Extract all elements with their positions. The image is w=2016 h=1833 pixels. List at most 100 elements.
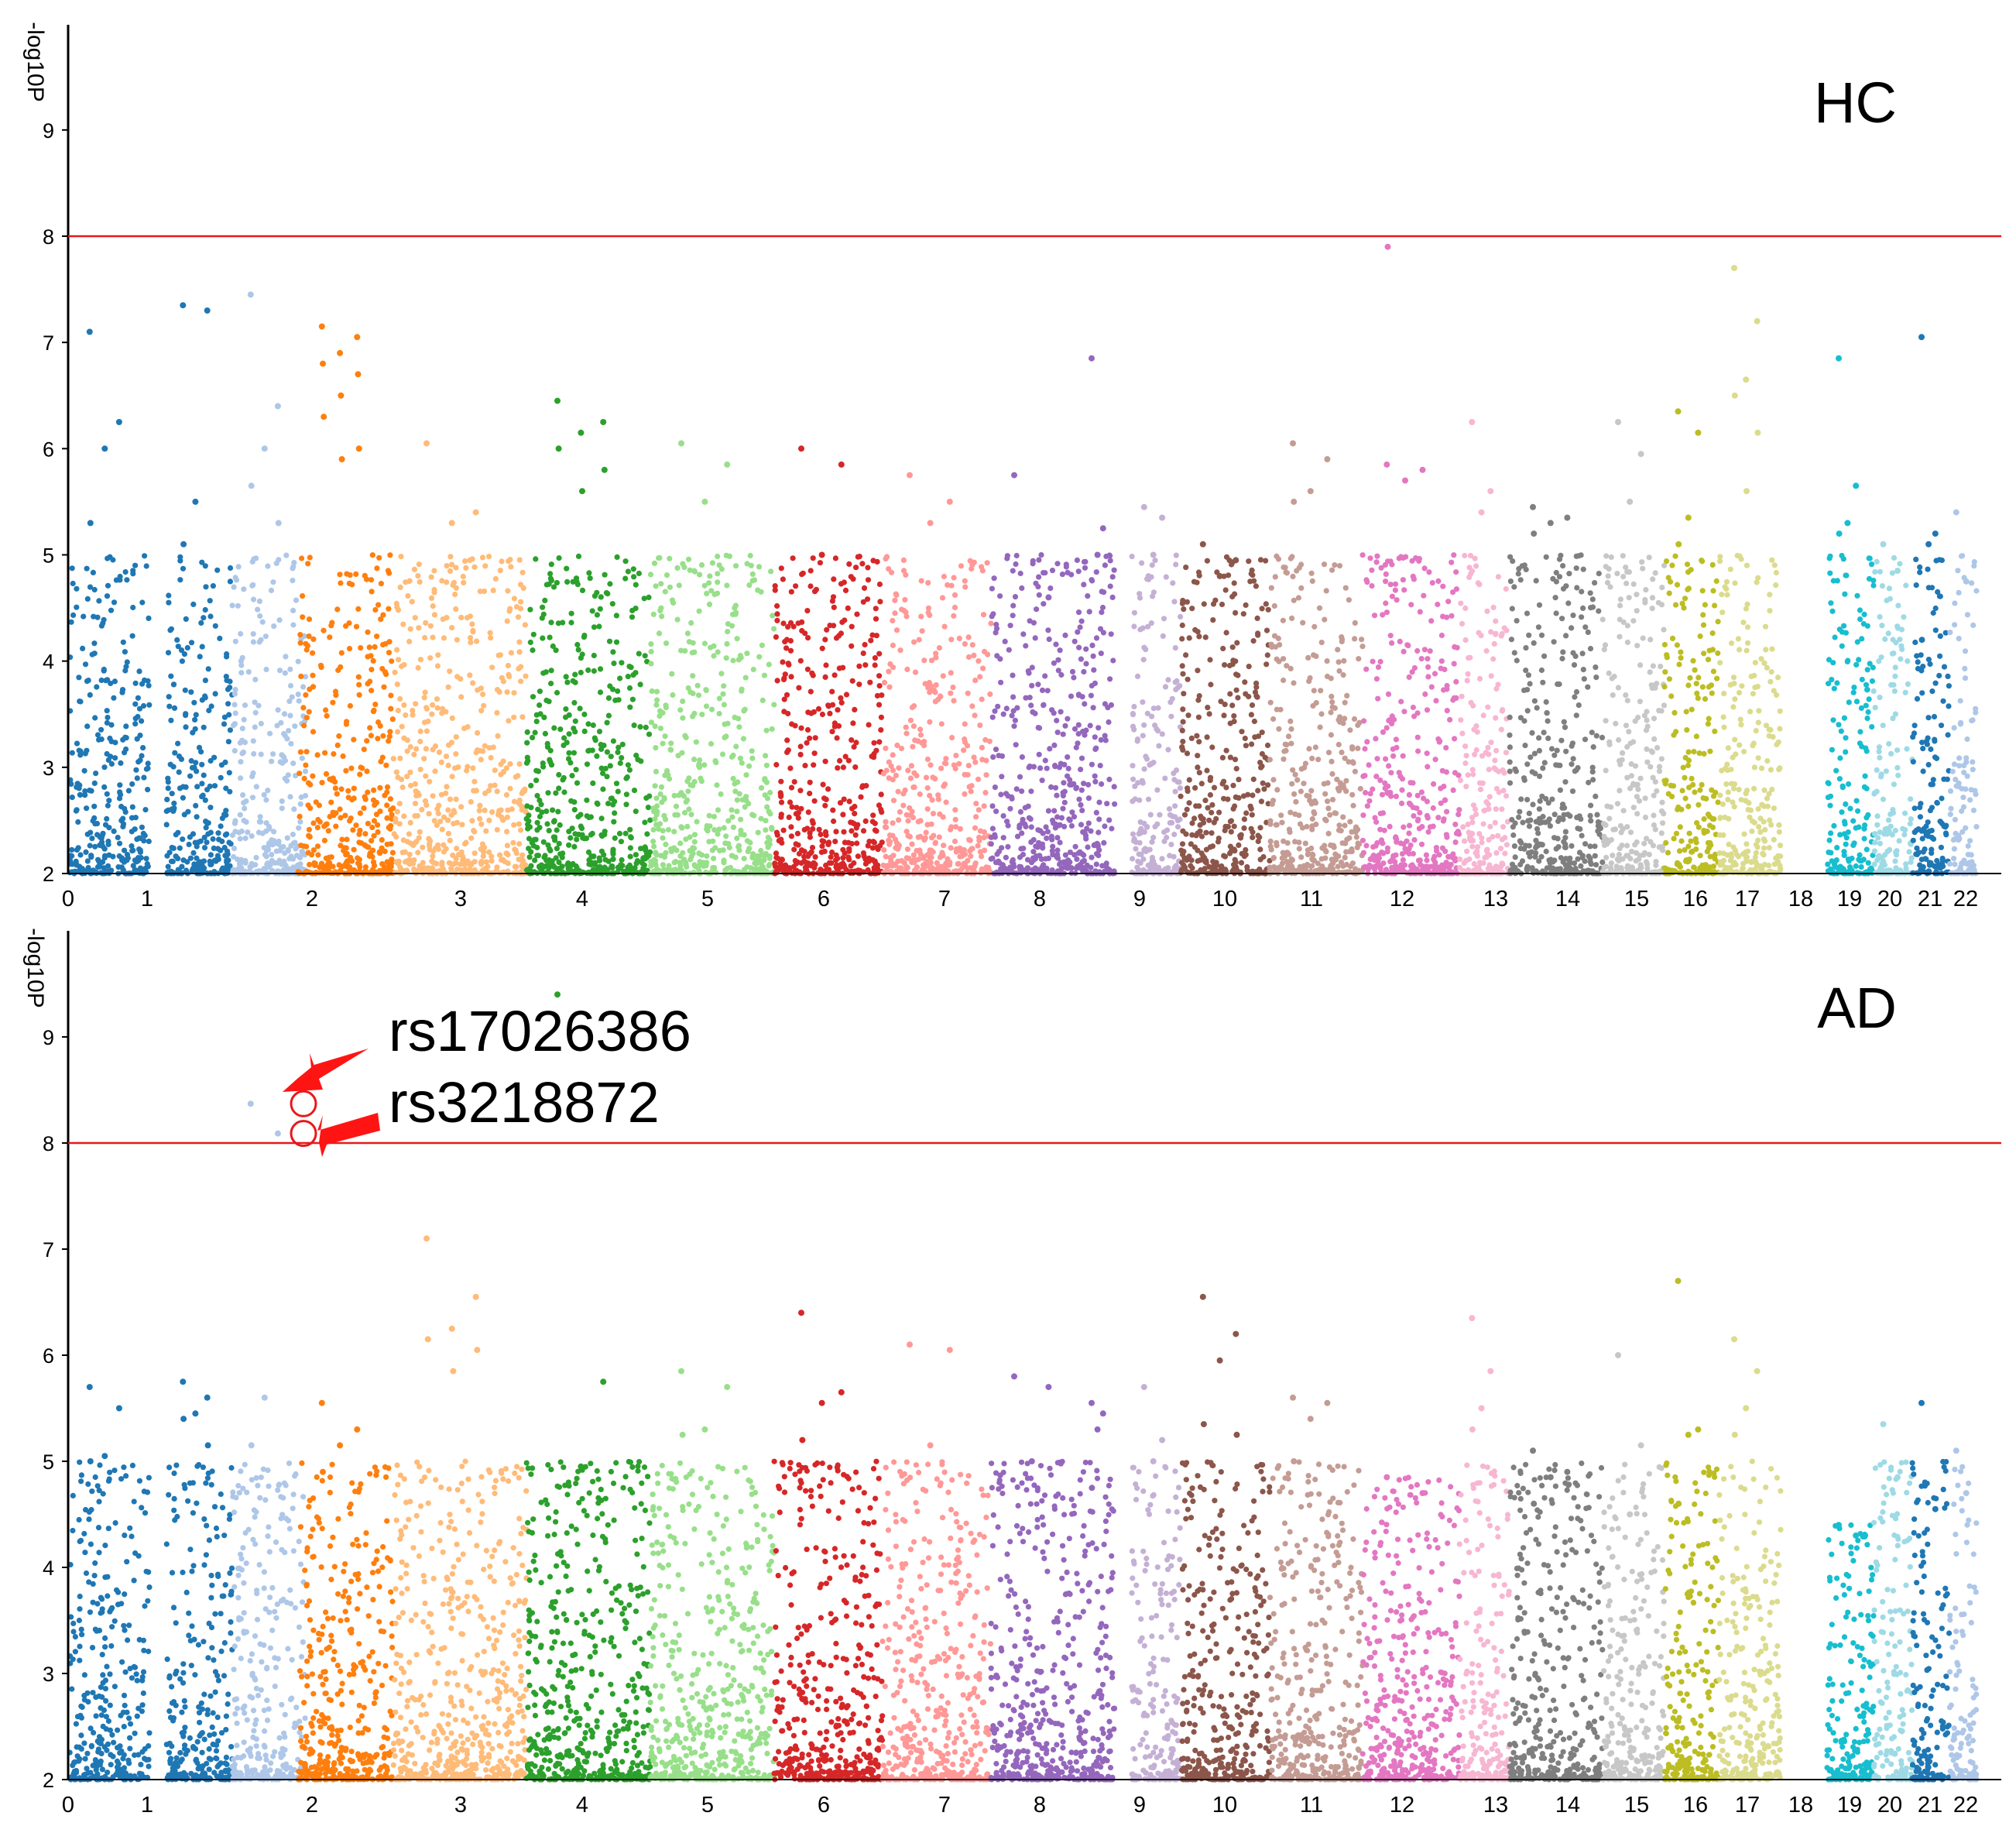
snp-point bbox=[1343, 777, 1349, 784]
snp-point bbox=[984, 560, 990, 566]
snp-point bbox=[1017, 774, 1023, 780]
snp-point bbox=[939, 850, 945, 856]
snp-point bbox=[270, 579, 276, 585]
snp-point bbox=[511, 714, 517, 720]
snp-point bbox=[866, 722, 872, 728]
snp-point bbox=[1229, 644, 1236, 650]
snp-point bbox=[928, 657, 935, 664]
snp-point bbox=[617, 675, 623, 681]
snp-point bbox=[176, 769, 182, 775]
snp-point bbox=[259, 619, 266, 625]
snp-point bbox=[663, 702, 669, 709]
snp-point bbox=[246, 868, 253, 874]
snp-point bbox=[476, 808, 482, 814]
snp-point bbox=[1093, 635, 1100, 641]
snp-point bbox=[1312, 744, 1318, 750]
snp-point bbox=[636, 570, 643, 577]
snp-point bbox=[120, 639, 126, 645]
snp-point bbox=[695, 692, 702, 699]
snp-point bbox=[948, 670, 954, 676]
snp-point bbox=[642, 819, 648, 826]
snp-point bbox=[962, 584, 969, 590]
snp-point bbox=[182, 687, 188, 693]
snp-point bbox=[314, 825, 321, 831]
snp-point bbox=[256, 819, 262, 825]
snp-point bbox=[505, 662, 512, 669]
snp-top-hit bbox=[1089, 355, 1095, 362]
snp-point bbox=[881, 847, 887, 853]
snp-point bbox=[1179, 860, 1185, 866]
snp-point bbox=[546, 863, 552, 870]
snp-point bbox=[1176, 779, 1182, 785]
snp-point bbox=[207, 852, 214, 858]
snp-point bbox=[668, 740, 674, 747]
snp-point bbox=[555, 808, 561, 815]
snp-point bbox=[787, 620, 794, 626]
snp-point bbox=[351, 846, 357, 853]
snp-point bbox=[577, 705, 583, 712]
snp-point bbox=[471, 778, 478, 784]
snp-point bbox=[108, 607, 115, 613]
snp-point bbox=[842, 850, 848, 856]
snp-point bbox=[1160, 633, 1166, 640]
snp-point bbox=[130, 604, 136, 611]
snp-point bbox=[117, 577, 123, 583]
snp-point bbox=[708, 706, 715, 712]
snp-point bbox=[1243, 810, 1250, 816]
snp-point bbox=[602, 829, 608, 835]
snp-point bbox=[759, 642, 766, 648]
snp-point bbox=[97, 842, 103, 848]
snp-point bbox=[910, 743, 916, 750]
snp-point bbox=[412, 781, 419, 788]
snp-point bbox=[553, 647, 559, 654]
snp-point bbox=[615, 688, 621, 695]
snp-point bbox=[927, 612, 933, 619]
snp-point bbox=[825, 786, 831, 792]
snp-point bbox=[1105, 866, 1111, 872]
snp-point bbox=[1313, 821, 1319, 828]
snp-point bbox=[281, 858, 287, 864]
snp-point bbox=[132, 721, 139, 727]
snp-point bbox=[1081, 558, 1088, 565]
snp-point bbox=[379, 666, 386, 672]
snp-point bbox=[797, 743, 804, 750]
snp-point bbox=[1112, 801, 1118, 807]
snp-point bbox=[771, 626, 777, 632]
snp-point bbox=[1028, 702, 1034, 709]
snp-point bbox=[323, 771, 330, 777]
snp-point bbox=[1167, 820, 1173, 826]
snp-point bbox=[862, 818, 869, 824]
snp-point bbox=[607, 763, 613, 769]
snp-point bbox=[522, 788, 528, 794]
snp-point bbox=[428, 595, 435, 602]
snp-point bbox=[1171, 599, 1178, 605]
snp-point bbox=[111, 599, 118, 606]
snp-point bbox=[957, 853, 963, 860]
snp-point bbox=[199, 781, 205, 787]
snp-point bbox=[1042, 757, 1048, 764]
snp-point bbox=[1092, 734, 1098, 740]
snp-point bbox=[430, 603, 436, 609]
snp-point bbox=[111, 695, 117, 701]
snp-point bbox=[467, 672, 473, 678]
snp-point bbox=[938, 721, 945, 727]
snp-point bbox=[302, 674, 309, 680]
snp-point bbox=[134, 775, 140, 781]
snp-point bbox=[626, 767, 633, 773]
snp-point bbox=[969, 703, 975, 709]
snp-point bbox=[690, 850, 696, 856]
snp-point bbox=[633, 752, 639, 759]
snp-point bbox=[878, 727, 884, 733]
snp-point bbox=[101, 666, 107, 673]
snp-point bbox=[85, 678, 91, 684]
snp-point bbox=[207, 757, 214, 764]
snp-point bbox=[619, 660, 625, 666]
snp-point bbox=[1102, 562, 1108, 568]
snp-point bbox=[423, 773, 429, 779]
snp-point bbox=[849, 623, 855, 630]
snp-point bbox=[208, 703, 214, 709]
snp-point bbox=[471, 788, 477, 794]
snp-point bbox=[218, 774, 224, 781]
snp-point bbox=[336, 862, 342, 868]
snp-point bbox=[667, 776, 673, 782]
